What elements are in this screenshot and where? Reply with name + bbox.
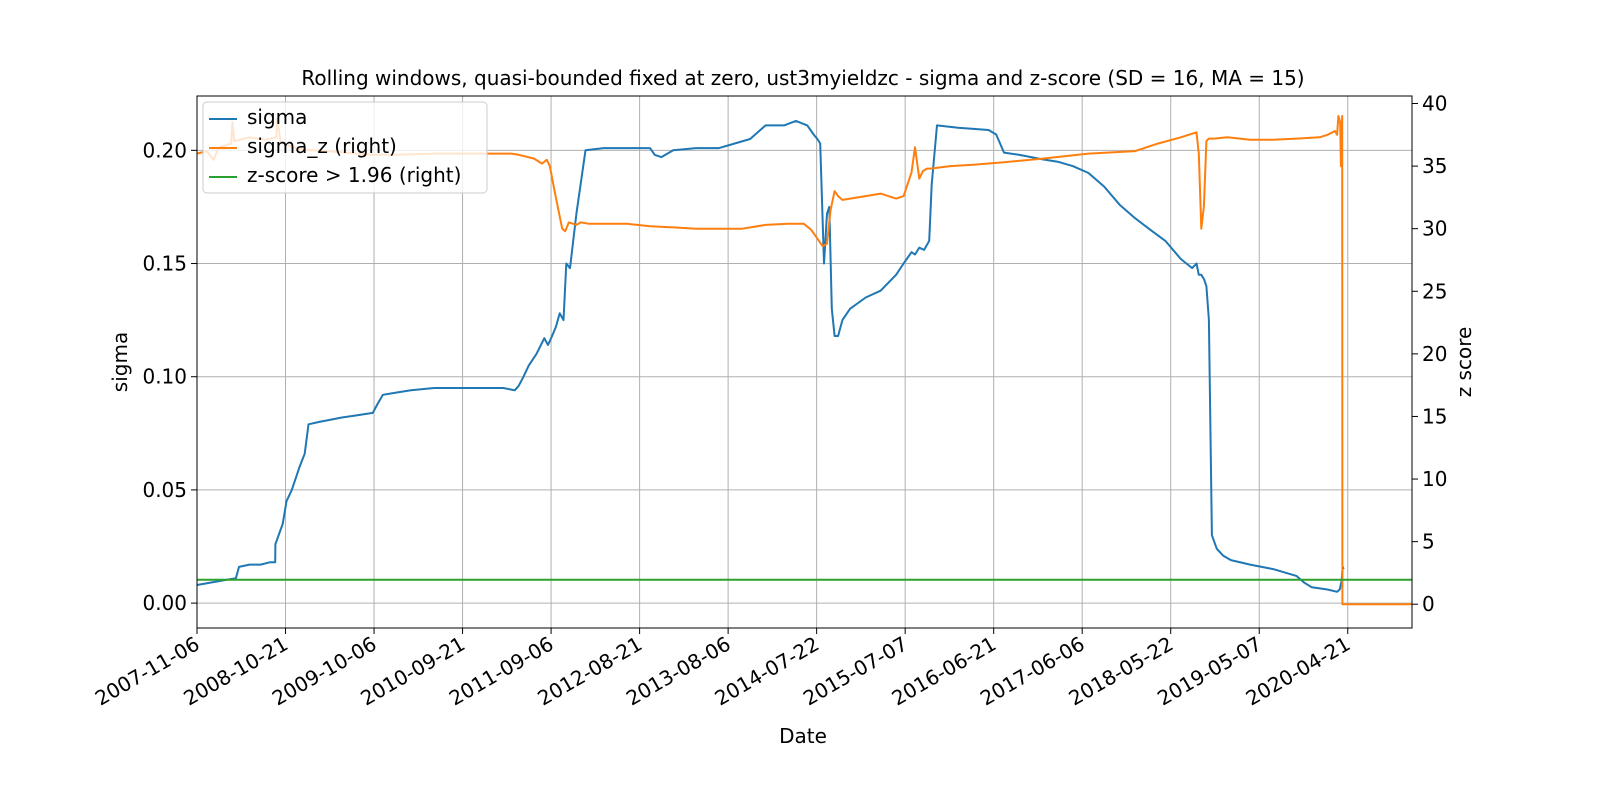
y2-tick-label: 20 [1422,342,1447,366]
x-axis: 2007-11-062008-10-212009-10-062010-09-21… [91,628,1354,710]
y2-tick-label: 25 [1422,279,1447,303]
y2-tick-label: 15 [1422,404,1447,428]
y-tick-label: 0.20 [142,138,187,162]
legend-box [202,101,488,194]
y2-tick-label: 10 [1422,467,1447,491]
y2-tick-label: 35 [1422,154,1447,178]
x-axis-label: Date [779,724,827,748]
y-axis-right: 0 5 10 15 20 25 30 35 40 [1412,92,1447,616]
y2-axis-label: z score [1452,327,1476,398]
y2-tick-label: 40 [1422,92,1447,116]
y-tick-label: 0.05 [142,478,187,502]
y-axis-left: 0.00 0.05 0.10 0.15 0.20 [142,138,197,615]
y-tick-label: 0.10 [142,365,187,389]
y2-tick-label: 0 [1422,592,1435,616]
series-line-0 [196,119,1345,593]
y-axis-label: sigma [108,332,132,392]
legend-label-2: z-score > 1.96 (right) [247,163,461,187]
y2-tick-label: 5 [1422,530,1435,554]
legend-label-0: sigma [247,105,307,129]
y2-tick-label: 30 [1422,217,1447,241]
plot-frame [196,95,1413,629]
legend: sigma sigma_z (right) z-score > 1.96 (righ… [202,101,488,194]
legend-label-1: sigma_z (right) [247,134,397,158]
y-tick-label: 0.15 [142,252,187,276]
y-tick-label: 0.00 [142,591,187,615]
chart-title: Rolling windows, quasi-bounded fixed at … [301,66,1304,90]
